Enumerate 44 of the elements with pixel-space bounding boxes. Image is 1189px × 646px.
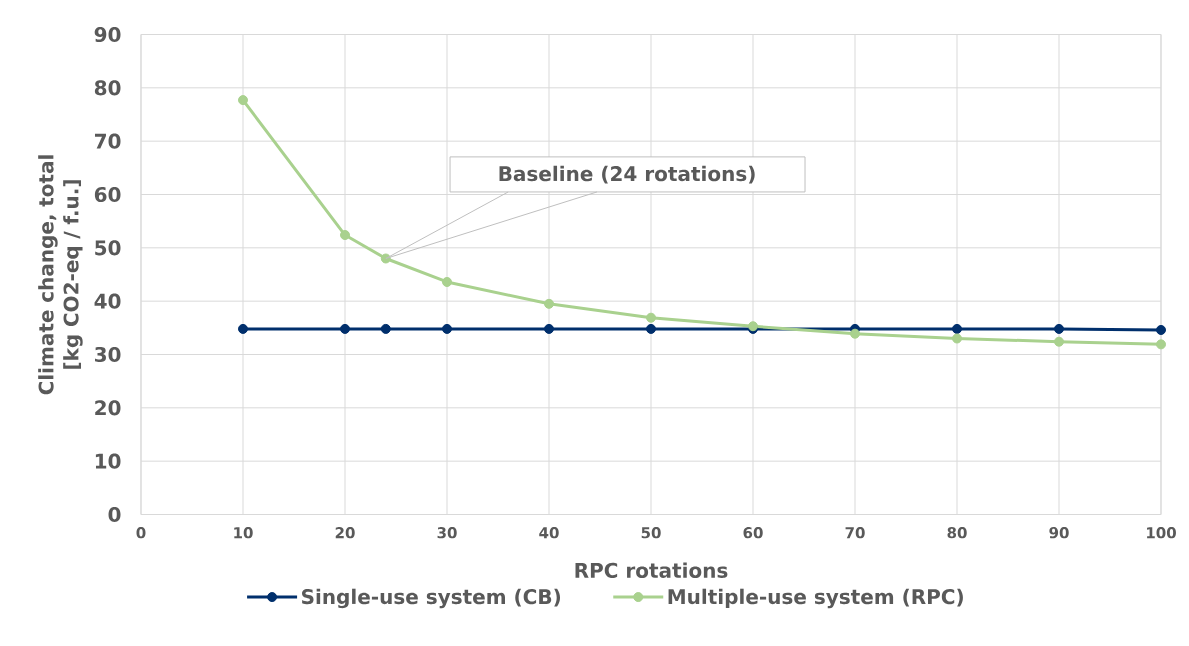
x-tick-label: 60 xyxy=(743,527,763,539)
y-tick-label: 0 xyxy=(108,506,121,523)
point xyxy=(340,323,350,334)
point xyxy=(1054,336,1065,347)
legend-label: Single-use system (CB) xyxy=(302,588,561,609)
y-tick-label: 30 xyxy=(94,346,121,363)
annotation: Baseline (24 rotations) xyxy=(499,165,755,184)
x-tick-label: 90 xyxy=(1049,527,1069,539)
y-tick-label: 50 xyxy=(95,240,121,256)
point xyxy=(238,95,248,106)
point xyxy=(1054,323,1065,334)
x-axis-title: RPC rotations xyxy=(575,562,728,578)
point xyxy=(340,230,350,241)
x-tick-label: 10 xyxy=(234,527,253,539)
point xyxy=(442,276,452,287)
point xyxy=(952,333,963,344)
legend-label: Multiple-use system (RPC) xyxy=(668,588,963,609)
point xyxy=(1156,324,1167,335)
y-tick-label: 60 xyxy=(94,186,121,203)
x-tick-label: 40 xyxy=(539,527,559,539)
point xyxy=(544,298,554,309)
x-tick-label: 80 xyxy=(947,527,967,539)
point xyxy=(238,323,248,334)
point xyxy=(952,323,963,334)
y-tick-label: 70 xyxy=(94,133,121,149)
x-tick-label: 50 xyxy=(641,527,661,539)
point xyxy=(380,323,391,334)
x-tick-label: 20 xyxy=(335,527,355,539)
point xyxy=(646,312,656,323)
y-tick-label: 40 xyxy=(94,293,121,309)
x-tick-label: 70 xyxy=(845,527,865,539)
y-axis-title: Climate change, total [kg CO2-eq / f.u.] xyxy=(38,155,83,395)
x-tick-label: 0 xyxy=(136,527,146,539)
point xyxy=(646,323,656,334)
x-tick-label: 30 xyxy=(437,527,457,539)
x-tick-label: 100 xyxy=(1147,527,1176,539)
point xyxy=(850,328,861,339)
y-tick-label: 80 xyxy=(94,80,121,96)
point xyxy=(1156,339,1167,350)
point xyxy=(544,323,554,334)
point xyxy=(442,323,452,334)
y-tick-label: 90 xyxy=(94,26,121,43)
y-tick-label: 20 xyxy=(95,400,121,416)
y-tick-label: 10 xyxy=(95,453,121,469)
